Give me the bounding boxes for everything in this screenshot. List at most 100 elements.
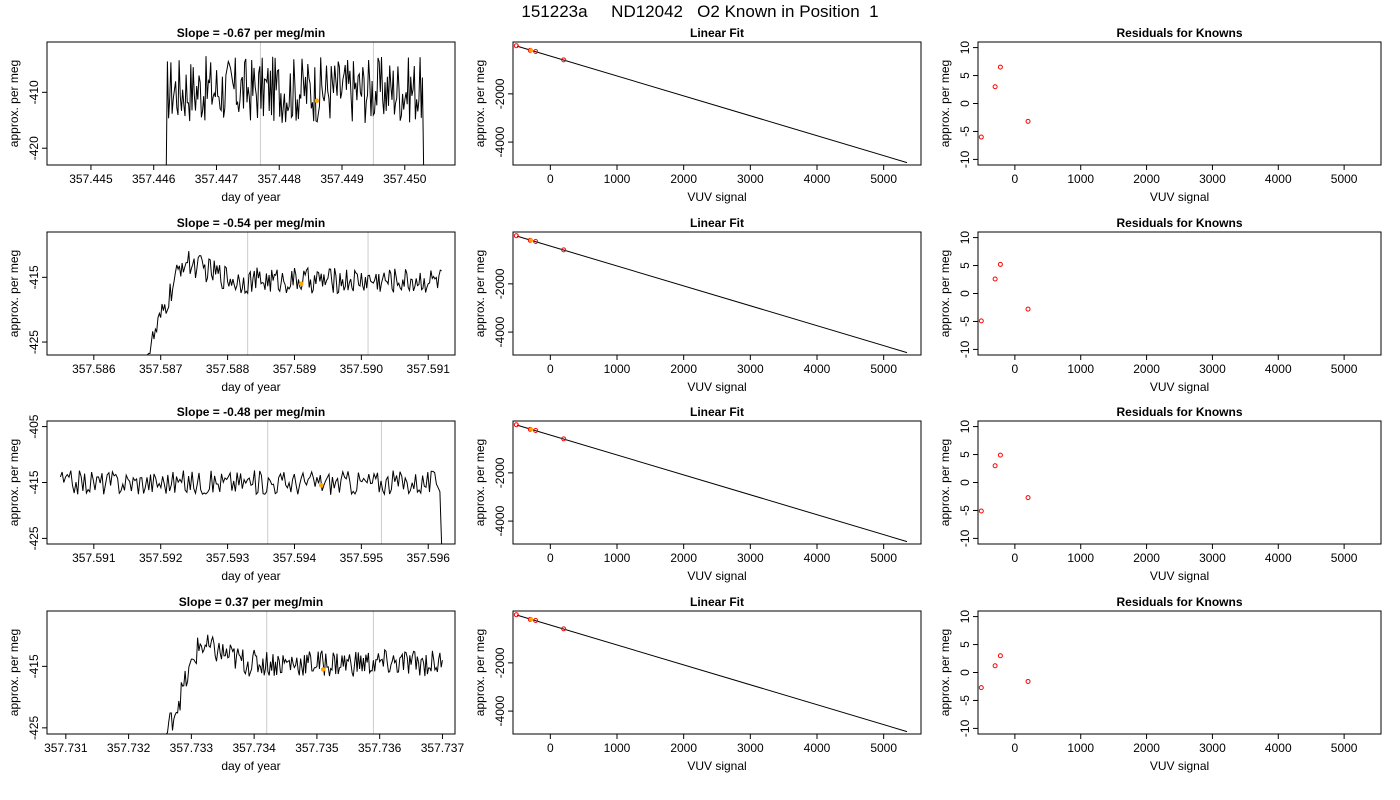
x-tick-label: 4000 — [1265, 741, 1292, 755]
panel-title: Linear Fit — [690, 595, 744, 609]
x-axis-label: VUV signal — [687, 569, 746, 583]
panel-scatter-4-col2: Linear Fit 0 1000 2000 3000 4000 5000 -4000 -200… — [473, 595, 922, 773]
x-axis-label: VUV signal — [687, 759, 746, 773]
y-tick-label: -420 — [27, 136, 41, 160]
orange-marker — [318, 482, 324, 488]
x-tick-label: 1000 — [604, 362, 631, 376]
data-point — [997, 64, 1003, 70]
y-axis-label: approx. per meg — [7, 439, 21, 526]
panel-scatter-1-col3: Residuals for Knowns 0 1000 2000 3000 4000 500… — [938, 26, 1382, 204]
x-tick-label: 357.732 — [107, 741, 151, 755]
y-tick-label: -4000 — [493, 316, 507, 347]
y-tick-label: 5 — [958, 72, 972, 79]
x-tick-label: 357.447 — [195, 172, 239, 186]
x-tick-label: 5000 — [870, 551, 897, 565]
x-tick-label: 3000 — [1199, 362, 1226, 376]
x-tick-label: 357.446 — [132, 172, 176, 186]
orange-point — [528, 238, 534, 243]
plot-area — [165, 611, 443, 734]
y-axis-label: approx. per meg — [473, 60, 487, 147]
data-point — [997, 452, 1003, 458]
orange-marker — [320, 667, 326, 672]
plot-frame — [46, 231, 456, 356]
x-axis-label: day of year — [221, 569, 280, 583]
x-tick-label: 3000 — [737, 362, 764, 376]
x-tick-label: 0 — [1012, 362, 1019, 376]
x-axis-label: day of year — [221, 190, 280, 204]
plot-area — [513, 43, 908, 164]
data-point — [533, 49, 539, 55]
y-axis-label: approx. per meg — [938, 60, 952, 147]
plot-frame — [512, 231, 922, 356]
y-tick-label: -415 — [27, 470, 41, 494]
x-tick-label: 2000 — [1133, 362, 1160, 376]
x-tick-label: 0 — [547, 741, 554, 755]
plot-frame — [46, 610, 456, 735]
x-tick-label: 2000 — [1133, 551, 1160, 565]
data-point — [997, 653, 1003, 659]
x-tick-label: 5000 — [870, 362, 897, 376]
plot-area — [978, 64, 1031, 140]
y-axis-label: approx. per meg — [7, 60, 21, 147]
y-tick-label: -425 — [27, 716, 41, 740]
panel-title: Residuals for Knowns — [1116, 405, 1242, 419]
y-tick-label: 0 — [958, 479, 972, 486]
y-tick-label: -415 — [27, 654, 41, 678]
x-tick-label: 5000 — [1331, 551, 1358, 565]
x-tick-label: 357.589 — [273, 362, 317, 376]
data-point — [1025, 118, 1031, 124]
y-tick-label: 5 — [958, 262, 972, 269]
x-tick-label: 1000 — [1067, 741, 1094, 755]
y-axis-label: approx. per meg — [7, 629, 21, 716]
x-tick-label: 0 — [547, 551, 554, 565]
data-point — [992, 463, 998, 469]
x-tick-label: 357.587 — [139, 362, 183, 376]
panel-line-3-col1: Slope = -0.48 per meg/min 357.591 357.592 3… — [7, 405, 456, 583]
y-tick-label: -2000 — [493, 78, 507, 109]
panel-title: Residuals for Knowns — [1116, 26, 1242, 40]
x-axis-label: VUV signal — [687, 380, 746, 394]
data-point — [978, 685, 984, 691]
x-tick-label: 357.595 — [340, 551, 384, 565]
y-tick-label: 5 — [958, 641, 972, 648]
y-tick-label: -4000 — [493, 126, 507, 157]
x-axis-label: VUV signal — [1150, 569, 1209, 583]
panel-scatter-4-col3: Residuals for Knowns 0 1000 2000 3000 4000 500… — [938, 595, 1382, 773]
x-tick-label: 3000 — [737, 741, 764, 755]
plot-frame — [512, 420, 922, 545]
plot-frame — [977, 231, 1382, 356]
x-tick-label: 5000 — [1331, 362, 1358, 376]
x-tick-label: 357.591 — [72, 551, 116, 565]
x-tick-label: 357.592 — [139, 551, 183, 565]
data-point — [533, 618, 539, 624]
y-tick-label: -10 — [958, 529, 972, 547]
x-tick-label: 0 — [1012, 741, 1019, 755]
data-point — [533, 428, 539, 434]
x-tick-label: 5000 — [1331, 741, 1358, 755]
x-tick-label: 1000 — [604, 551, 631, 565]
y-tick-label: -2000 — [493, 268, 507, 299]
x-tick-label: 357.731 — [44, 741, 88, 755]
data-point — [992, 663, 998, 669]
plot-frame — [46, 420, 456, 545]
plot-frame — [512, 610, 922, 735]
y-axis-label: approx. per meg — [7, 250, 21, 337]
plot-frame — [977, 610, 1382, 735]
fit-line — [516, 45, 908, 164]
panel-title: Linear Fit — [690, 216, 744, 230]
x-axis-label: VUV signal — [1150, 759, 1209, 773]
data-point — [978, 318, 984, 324]
x-tick-label: 0 — [1012, 551, 1019, 565]
plot-area — [978, 452, 1031, 514]
x-tick-label: 1000 — [1067, 362, 1094, 376]
x-tick-label: 2000 — [670, 172, 697, 186]
data-point — [1025, 306, 1031, 312]
x-tick-label: 357.734 — [232, 741, 276, 755]
x-tick-label: 357.736 — [358, 741, 402, 755]
y-tick-label: -4000 — [493, 505, 507, 536]
y-tick-label: 0 — [958, 290, 972, 297]
y-tick-label: -425 — [27, 526, 41, 550]
x-tick-label: 5000 — [870, 741, 897, 755]
y-axis-label: approx. per meg — [473, 250, 487, 337]
panel-scatter-3-col3: Residuals for Knowns 0 1000 2000 3000 4000 500… — [938, 405, 1382, 583]
